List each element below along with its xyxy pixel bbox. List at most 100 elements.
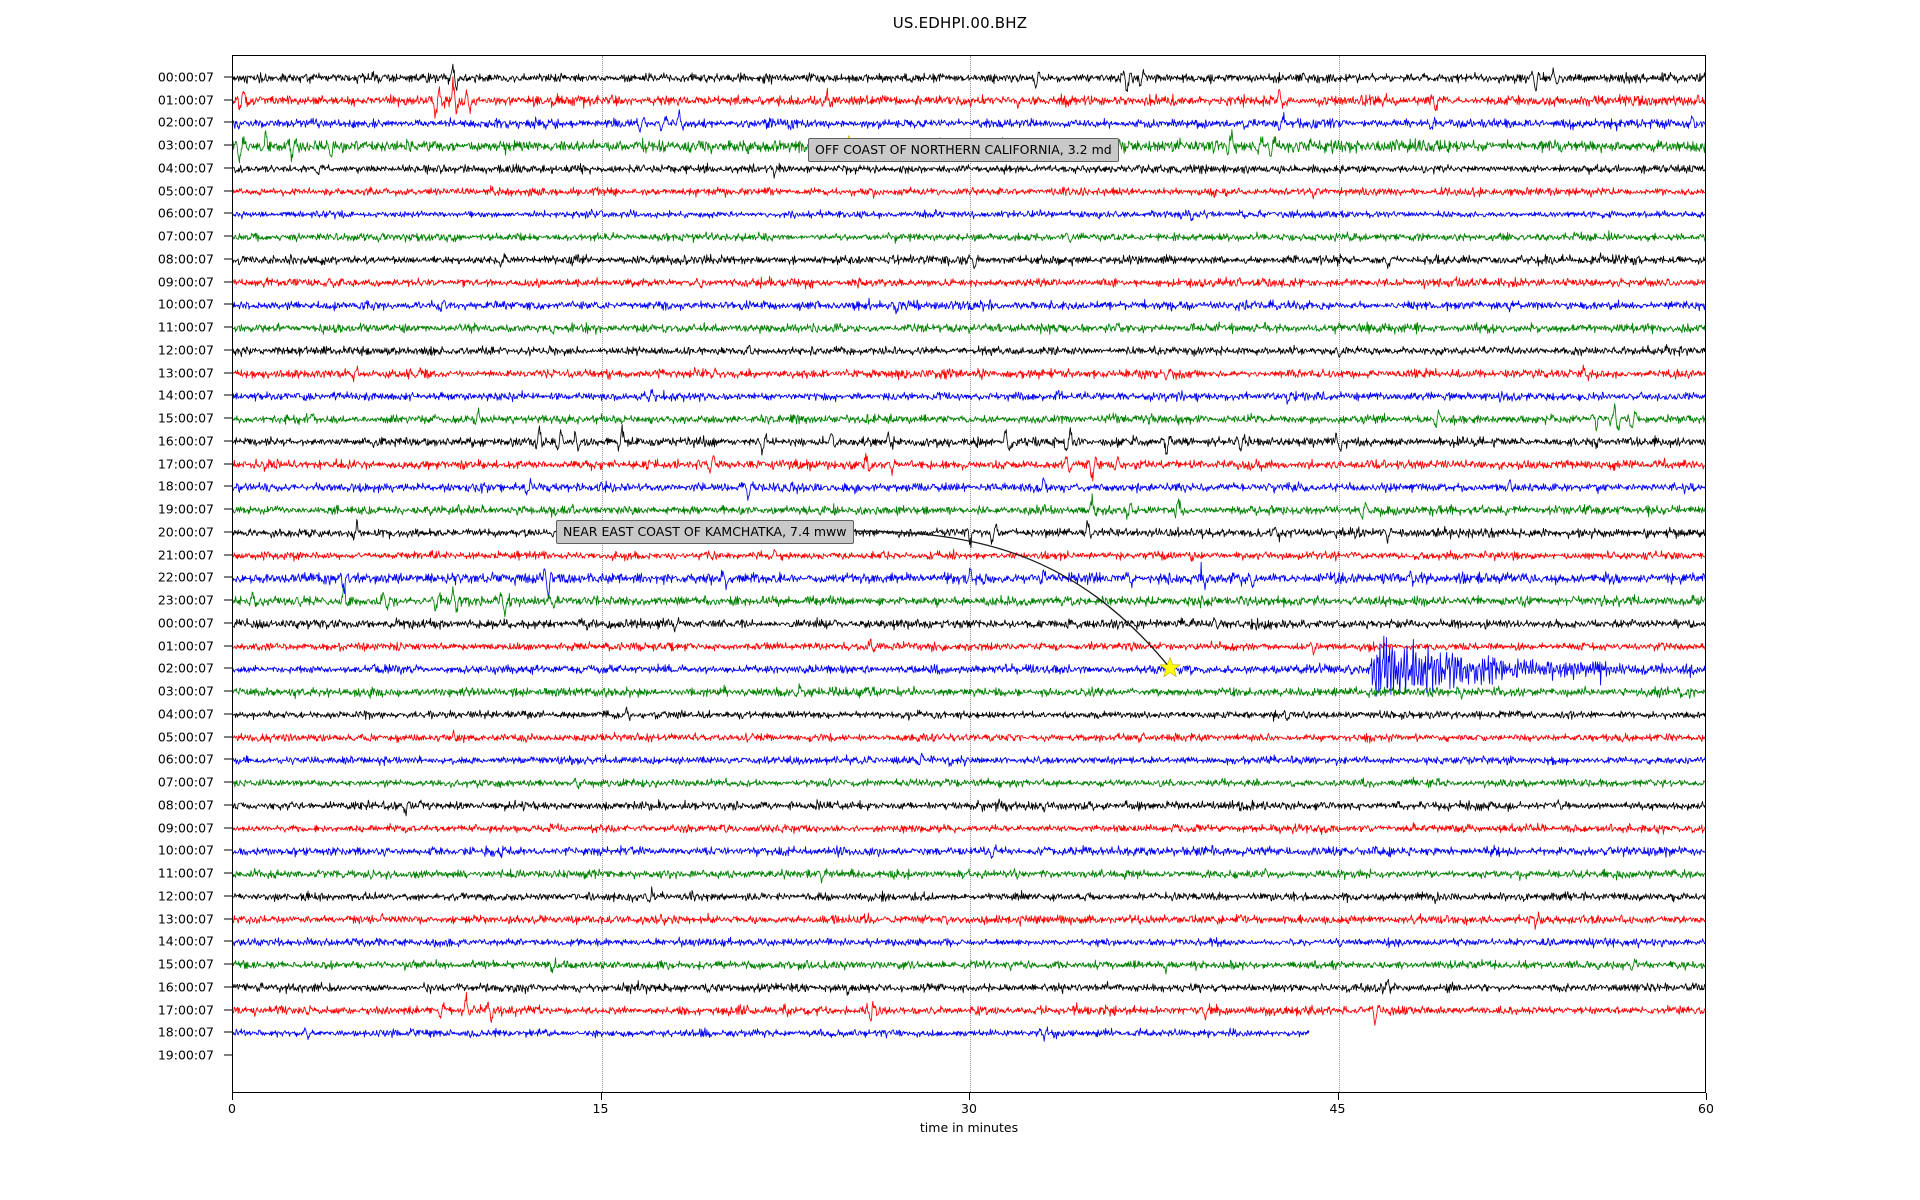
event-star-icon-1[interactable]: [1159, 656, 1181, 678]
y-tick-mark-14: [224, 394, 232, 396]
y-tick-label-6: 06:00:07: [157, 205, 214, 221]
y-tick-label-40: 16:00:07: [157, 979, 214, 995]
y-tick-mark-38: [224, 940, 232, 942]
trace-row-7: [233, 230, 1705, 244]
y-tick-label-24: 00:00:07: [157, 615, 214, 631]
trace-row-36: [233, 886, 1705, 905]
y-tick-label-19: 19:00:07: [157, 501, 214, 517]
y-tick-label-16: 16:00:07: [157, 433, 214, 449]
trace-row-31: [233, 776, 1705, 790]
trace-row-2: [233, 109, 1705, 133]
y-axis-labels: 00:00:07 01:00:07 02:00:07 03:00:07 04:00:07…: [0, 55, 232, 1093]
y-tick-label-30: 06:00:07: [157, 751, 214, 767]
trace-row-4: [233, 162, 1705, 179]
trace-row-38: [233, 936, 1705, 949]
annotation-connectors: [838, 134, 1181, 678]
x-tick-label-30: 30: [961, 1101, 977, 1116]
y-tick-mark-31: [224, 781, 232, 783]
y-tick-label-32: 08:00:07: [157, 797, 214, 813]
y-tick-label-42: 18:00:07: [157, 1024, 214, 1040]
x-tick-mark-15: [600, 1093, 602, 1100]
y-tick-label-1: 01:00:07: [157, 92, 214, 108]
y-tick-label-11: 11:00:07: [157, 319, 214, 335]
y-tick-mark-32: [224, 804, 232, 806]
x-tick-mark-45: [1337, 1093, 1339, 1100]
trace-row-35: [233, 867, 1705, 884]
annotation-arrow-1: [853, 530, 1171, 669]
y-tick-label-35: 11:00:07: [157, 865, 214, 881]
y-tick-mark-16: [224, 440, 232, 442]
y-tick-mark-9: [224, 281, 232, 283]
y-tick-mark-13: [224, 372, 232, 374]
y-tick-label-29: 05:00:07: [157, 729, 214, 745]
trace-row-39: [233, 957, 1705, 975]
x-tick-mark-30: [969, 1093, 970, 1100]
y-tick-label-5: 05:00:07: [157, 183, 214, 199]
y-tick-mark-35: [224, 872, 232, 874]
y-tick-label-23: 23:00:07: [157, 592, 214, 608]
y-tick-label-37: 13:00:07: [157, 911, 214, 927]
trace-row-34: [233, 844, 1705, 859]
plot-area[interactable]: OFF COAST OF NORTHERN CALIFORNIA, 3.2 md…: [232, 55, 1706, 1093]
y-tick-mark-30: [224, 758, 232, 760]
y-tick-mark-7: [224, 235, 232, 237]
y-tick-mark-40: [224, 986, 232, 988]
y-tick-label-10: 10:00:07: [157, 296, 214, 312]
trace-row-11: [233, 321, 1705, 335]
x-tick-label-45: 45: [1329, 1101, 1346, 1116]
trace-row-8: [233, 252, 1705, 270]
y-tick-label-41: 17:00:07: [157, 1002, 214, 1017]
anno-off-coast-northern-california[interactable]: OFF COAST OF NORTHERN CALIFORNIA, 3.2 md: [808, 138, 1119, 163]
y-tick-label-4: 04:00:07: [157, 160, 214, 176]
y-tick-label-33: 09:00:07: [157, 820, 214, 836]
trace-row-15: [233, 403, 1705, 432]
y-tick-label-20: 20:00:07: [157, 524, 214, 540]
trace-row-14: [233, 388, 1705, 405]
y-tick-label-43: 19:00:07: [157, 1047, 214, 1063]
trace-row-19: [233, 493, 1705, 520]
y-tick-mark-36: [224, 895, 232, 897]
trace-row-32: [233, 798, 1705, 817]
page-title: US.EDHPI.00.BHZ: [892, 14, 1028, 32]
y-tick-label-17: 17:00:07: [157, 456, 214, 472]
y-tick-mark-28: [224, 713, 232, 715]
y-tick-label-28: 04:00:07: [157, 706, 214, 722]
x-tick-mark-0: [232, 1093, 233, 1100]
trace-row-10: [233, 297, 1705, 315]
y-tick-label-8: 08:00:07: [157, 251, 214, 267]
trace-row-9: [233, 275, 1705, 290]
y-tick-label-31: 07:00:07: [157, 774, 214, 790]
trace-row-29: [233, 729, 1705, 744]
y-tick-mark-24: [224, 622, 232, 624]
trace-row-27: [233, 683, 1705, 700]
y-tick-label-14: 14:00:07: [157, 387, 214, 403]
y-tick-label-3: 03:00:07: [157, 137, 214, 153]
trace-row-13: [233, 364, 1705, 383]
y-tick-label-39: 15:00:07: [157, 956, 214, 972]
y-tick-mark-34: [224, 849, 232, 851]
x-tick-label-0: 0: [228, 1101, 236, 1116]
y-tick-mark-21: [224, 554, 232, 556]
y-tick-mark-29: [224, 736, 232, 738]
x-tick-label-60: 60: [1698, 1101, 1714, 1116]
trace-row-37: [233, 911, 1705, 930]
y-tick-mark-41: [224, 1009, 232, 1010]
y-tick-label-12: 12:00:07: [157, 342, 214, 358]
y-tick-mark-25: [224, 645, 232, 647]
y-tick-label-34: 10:00:07: [157, 842, 214, 858]
y-tick-mark-3: [224, 144, 232, 146]
y-tick-label-7: 07:00:07: [157, 228, 214, 244]
y-tick-mark-0: [224, 76, 232, 78]
trace-row-1: [233, 76, 1705, 119]
trace-row-40: [233, 978, 1705, 996]
y-tick-mark-42: [224, 1031, 232, 1033]
trace-row-16: [233, 424, 1705, 456]
y-tick-mark-15: [224, 417, 232, 419]
trace-row-30: [233, 752, 1705, 767]
trace-row-41: [233, 991, 1705, 1026]
annotation-layer[interactable]: OFF COAST OF NORTHERN CALIFORNIA, 3.2 md…: [233, 56, 1705, 1092]
anno-near-east-coast-kamchatka[interactable]: NEAR EAST COAST OF KAMCHATKA, 7.4 mww: [556, 520, 854, 545]
y-tick-mark-17: [224, 463, 232, 465]
y-tick-label-38: 14:00:07: [157, 933, 214, 949]
